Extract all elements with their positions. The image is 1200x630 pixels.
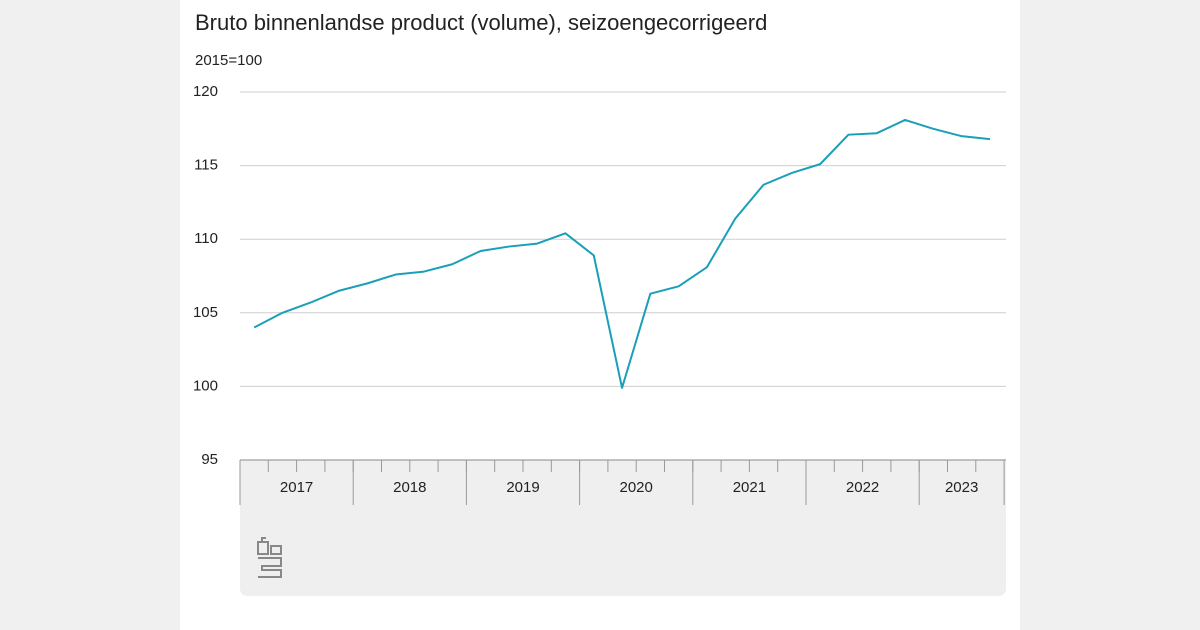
chart-title: Bruto binnenlandse product (volume), sei… — [195, 10, 767, 35]
x-tick-label: 2020 — [620, 479, 653, 496]
x-tick-label: 2022 — [846, 479, 879, 496]
x-tick-label: 2021 — [733, 479, 766, 496]
x-axis-band — [240, 460, 1006, 596]
y-tick-label: 105 — [193, 304, 218, 321]
y-tick-label: 120 — [193, 83, 218, 100]
x-tick-label: 2019 — [506, 479, 539, 496]
series-line — [253, 118, 991, 389]
x-tick-label: 2023 — [945, 479, 978, 496]
y-tick-label: 110 — [194, 230, 218, 247]
x-tick-label: 2017 — [280, 479, 313, 496]
y-tick-label: 115 — [194, 157, 218, 174]
y-axis-label: 2015=100 — [195, 52, 262, 69]
y-tick-label: 100 — [193, 377, 218, 394]
x-tick-label: 2018 — [393, 479, 426, 496]
y-tick-label: 95 — [201, 451, 218, 468]
logo — [257, 537, 282, 578]
